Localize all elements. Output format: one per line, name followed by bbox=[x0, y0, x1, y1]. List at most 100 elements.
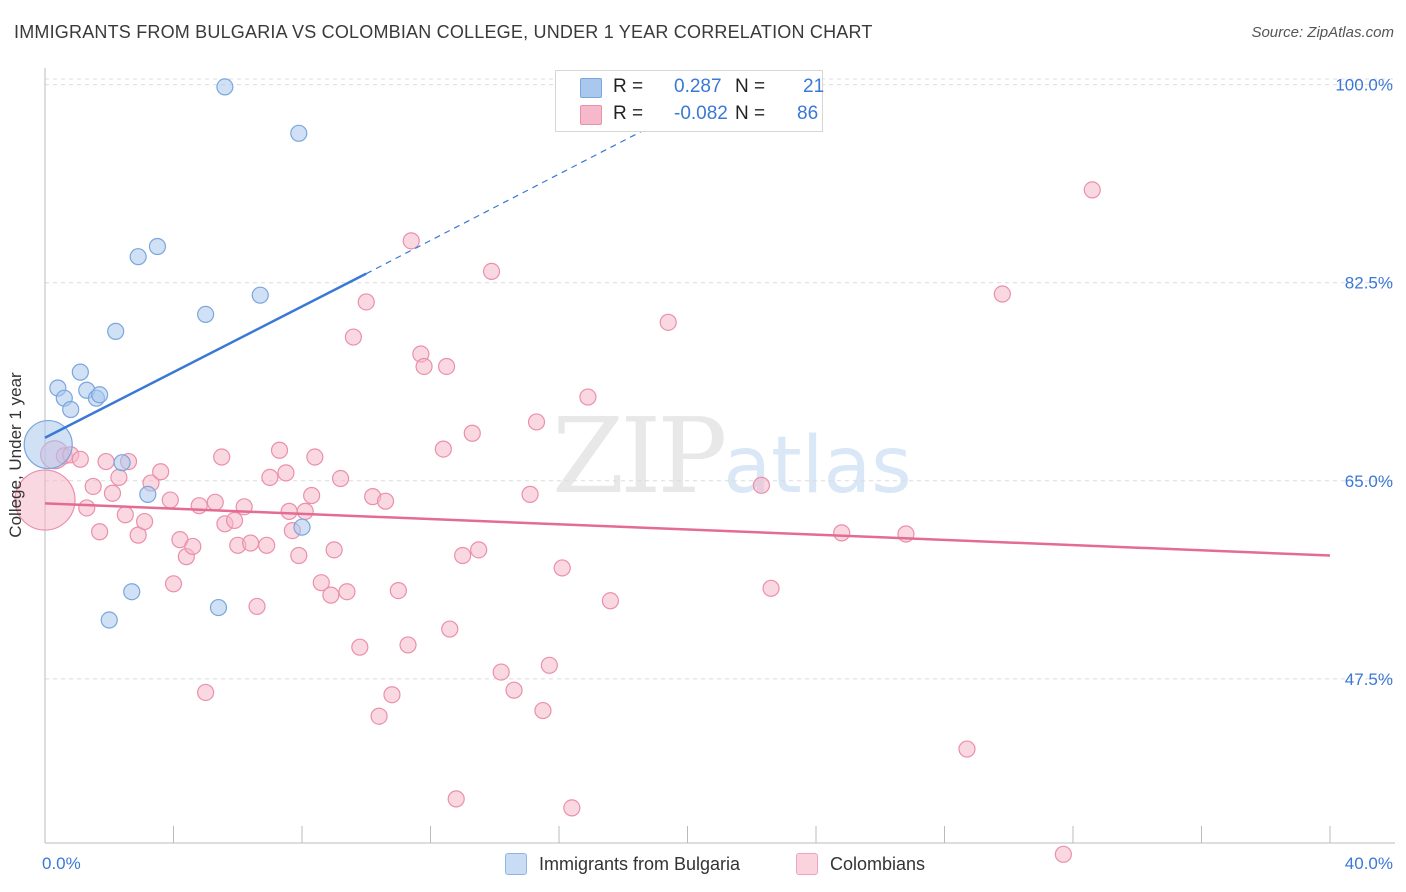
colombians-trend-line bbox=[44, 502, 1331, 557]
colombians-point bbox=[351, 638, 369, 656]
colombians-point bbox=[415, 357, 433, 376]
bulgaria-point bbox=[139, 485, 157, 503]
colombians-point bbox=[762, 579, 780, 597]
colombians-point bbox=[357, 293, 375, 311]
colombians-point bbox=[370, 707, 388, 725]
colombians-point bbox=[659, 313, 677, 331]
colombians-point bbox=[296, 502, 314, 520]
colombians-point bbox=[752, 476, 770, 494]
colombians-point bbox=[492, 663, 510, 681]
n-label: N = bbox=[735, 103, 766, 124]
n-value: 21 bbox=[803, 76, 825, 97]
colombians-point bbox=[993, 285, 1011, 303]
r-label: R = bbox=[613, 76, 644, 97]
y-tick-label: 82.5% bbox=[1345, 274, 1393, 293]
colombians-point bbox=[261, 468, 279, 487]
r-value: 0.287 bbox=[674, 76, 722, 97]
colombians-point bbox=[71, 450, 89, 468]
colombians-point bbox=[270, 441, 289, 459]
y-tick-label: 47.5% bbox=[1345, 670, 1393, 689]
source-label: Source: ZipAtlas.com bbox=[1251, 24, 1394, 41]
bulgaria-point bbox=[251, 286, 269, 304]
bulgaria-point bbox=[148, 237, 167, 256]
colombians-point bbox=[482, 262, 501, 280]
colombians-point bbox=[213, 448, 231, 466]
colombians-point bbox=[14, 469, 76, 531]
chart-title: IMMIGRANTS FROM BULGARIA VS COLOMBIAN CO… bbox=[14, 22, 873, 42]
colombians-point bbox=[110, 468, 128, 487]
colombians-point bbox=[84, 477, 102, 496]
colombians-point bbox=[376, 492, 395, 510]
colombians-point bbox=[290, 546, 308, 565]
colombians-point bbox=[306, 448, 324, 466]
bulgaria-swatch-icon bbox=[580, 78, 602, 98]
colombians-point bbox=[454, 546, 472, 565]
colombians-point bbox=[258, 536, 276, 554]
colombians-point bbox=[505, 681, 523, 699]
n-label: N = bbox=[735, 76, 766, 97]
bulgaria-point bbox=[129, 248, 147, 266]
colombians-legend-icon bbox=[796, 853, 818, 875]
colombians-point bbox=[527, 413, 546, 431]
bulgaria-point bbox=[209, 598, 228, 617]
bulgaria-trend-line bbox=[44, 272, 367, 439]
tick-labels: 47.5% 65.0% 82.5% 100.0% 0.0% 40.0% bbox=[42, 76, 1393, 873]
y-tick-label: 100.0% bbox=[1335, 76, 1393, 95]
bulgaria-legend-icon bbox=[505, 853, 527, 875]
bulgaria-point bbox=[62, 400, 80, 419]
axes bbox=[44, 68, 1395, 844]
colombians-point bbox=[91, 523, 109, 541]
colombians-point bbox=[338, 583, 356, 601]
colombians-point bbox=[447, 790, 465, 808]
bulgaria-point bbox=[197, 305, 215, 324]
bulgaria-point bbox=[71, 363, 89, 381]
colombians-point bbox=[280, 502, 298, 520]
stats-box: R = 0.287 N = 21 R = -0.082 N = 86 bbox=[555, 70, 825, 132]
bulgaria-point bbox=[113, 454, 131, 472]
colombians-point bbox=[303, 486, 321, 505]
colombians-swatch-icon bbox=[580, 105, 602, 125]
n-value: 86 bbox=[797, 103, 819, 124]
legend-label: Colombians bbox=[830, 853, 926, 874]
colombians-point bbox=[161, 491, 179, 509]
bulgaria-point bbox=[123, 583, 141, 601]
bulgaria-point bbox=[107, 322, 125, 340]
bulgaria-point bbox=[290, 124, 308, 142]
bulgaria-point bbox=[293, 518, 311, 536]
colombians-point bbox=[441, 620, 459, 638]
bulgaria-point bbox=[216, 78, 234, 96]
legend-item-bulgaria[interactable]: Immigrants from Bulgaria bbox=[505, 852, 740, 876]
colombians-point bbox=[190, 497, 208, 515]
colombians-point bbox=[277, 464, 295, 482]
colombians-point bbox=[521, 485, 539, 503]
colombians-point bbox=[553, 559, 571, 577]
colombians-point bbox=[402, 232, 420, 250]
colombians-point bbox=[383, 686, 401, 704]
colombians-point bbox=[563, 799, 581, 817]
colombians-point bbox=[344, 328, 362, 346]
x-tick-label: 40.0% bbox=[1345, 854, 1393, 873]
watermark-atlas: atlas bbox=[723, 421, 912, 511]
colombians-point bbox=[463, 424, 481, 442]
colombians-point bbox=[1083, 181, 1101, 199]
bulgaria-point bbox=[91, 386, 109, 404]
colombians-point bbox=[184, 537, 202, 556]
colombians-point bbox=[437, 357, 456, 376]
colombians-point bbox=[1054, 845, 1072, 863]
colombians-point bbox=[197, 683, 215, 702]
colombians-point bbox=[103, 484, 122, 502]
colombians-point bbox=[225, 511, 244, 530]
colombians-point bbox=[534, 701, 552, 720]
data-points bbox=[14, 78, 1101, 863]
colombians-point bbox=[164, 575, 183, 593]
colombians-point bbox=[242, 534, 260, 552]
colombians-point bbox=[399, 636, 417, 654]
colombians-point bbox=[152, 463, 170, 481]
colombians-point bbox=[97, 452, 115, 471]
colombians-point bbox=[958, 740, 976, 758]
colombians-point bbox=[135, 512, 154, 531]
r-label: R = bbox=[613, 103, 644, 124]
trend-lines bbox=[44, 123, 1331, 557]
legend-item-colombians[interactable]: Colombians bbox=[796, 852, 925, 876]
